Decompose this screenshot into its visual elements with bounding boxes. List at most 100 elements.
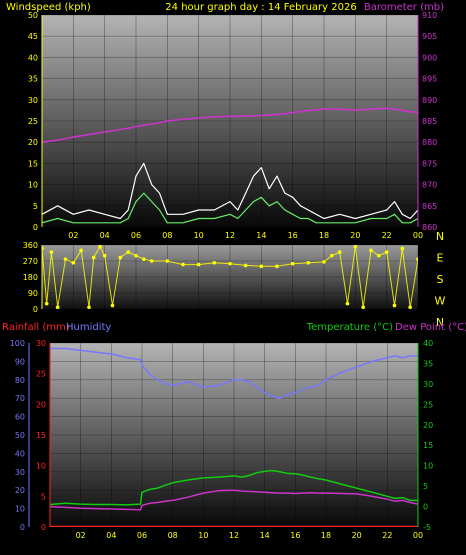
wind-panel-background — [42, 15, 418, 227]
time-tick-label: 04 — [106, 531, 116, 540]
time-tick-label: 14 — [256, 231, 266, 240]
barometer-tick-label: 900 — [422, 53, 437, 62]
time-tick-label: 18 — [319, 231, 329, 240]
wind-panel-time-labels: 02 04 06 08 10 12 14 16 18 20 22 00 — [68, 231, 423, 240]
humidity-tick-label: 20 — [15, 486, 25, 495]
humidity-tick-label: 100 — [10, 339, 25, 348]
windspeed-tick-labels: 0 5 10 15 20 25 30 35 40 45 50 — [28, 11, 38, 232]
time-tick-label: 06 — [131, 231, 141, 240]
temperature-tick-label: 10 — [423, 462, 433, 471]
rainfall-tick-label: 0 — [41, 523, 46, 532]
time-tick-label: 02 — [76, 531, 86, 540]
windspeed-tick-label: 5 — [33, 202, 38, 211]
wind-panel-series — [42, 107, 418, 224]
rainfall-tick-label: 15 — [36, 431, 46, 440]
windspeed-tick-label: 45 — [28, 32, 38, 41]
time-tick-label: 04 — [100, 231, 110, 240]
barometer-tick-label: 905 — [422, 32, 437, 41]
compass-label: S — [437, 273, 444, 286]
direction-series-line — [42, 245, 418, 308]
temperature-tick-labels: -5 0 5 10 15 20 25 30 35 40 — [423, 339, 433, 532]
windspeed-tick-label: 25 — [28, 117, 38, 126]
graph-title: 24 hour graph day : 14 February 2026 — [165, 2, 356, 13]
direction-tick-label: 180 — [23, 273, 38, 282]
temperature-panel-series — [50, 347, 418, 527]
windspeed-tick-label: 50 — [28, 11, 38, 20]
temperature-tick-label: 30 — [423, 380, 433, 389]
barometer-tick-label: 870 — [422, 181, 437, 190]
time-tick-label: 02 — [68, 231, 78, 240]
temperature-axis-title: Temperature (°C) — [306, 322, 393, 333]
direction-tick-labels: 0 90 180 270 360 — [23, 241, 38, 314]
wind-panel-grid — [42, 14, 419, 228]
rainfall-tick-labels: 0 5 10 15 20 25 30 — [36, 339, 46, 532]
humidity-tick-labels: 0 10 20 30 40 50 60 70 80 90 100 — [10, 339, 25, 532]
windspeed-tick-label: 10 — [28, 181, 38, 190]
humidity-tick-label: 90 — [15, 357, 25, 366]
time-tick-label: 00 — [413, 531, 423, 540]
barometer-tick-labels: 860 865 870 875 880 885 890 895 900 905 910 — [422, 11, 437, 232]
barometer-tick-label: 865 — [422, 202, 437, 211]
temperature-tick-label: 0 — [423, 503, 428, 512]
temperature-tick-label: 35 — [423, 359, 433, 368]
humidity-axis-title: Humidity — [66, 322, 111, 333]
temperature-tick-label: 25 — [423, 400, 433, 409]
barometer-tick-label: 860 — [422, 223, 437, 232]
temperature-panel-background — [50, 343, 418, 527]
time-tick-label: 12 — [225, 231, 235, 240]
time-tick-label: 12 — [229, 531, 239, 540]
time-tick-label: 18 — [321, 531, 331, 540]
humidity-tick-label: 60 — [15, 413, 25, 422]
rainfall-axis-title: Rainfall (mm) — [2, 322, 70, 333]
direction-tick-label: 270 — [23, 257, 38, 266]
time-tick-label: 20 — [352, 531, 362, 540]
humidity-tick-label: 50 — [15, 431, 25, 440]
barometer-series-line — [42, 107, 418, 143]
dewpoint-axis-title: Dew Point (°C) — [395, 322, 466, 333]
barometer-tick-label: 895 — [422, 75, 437, 84]
time-tick-label: 10 — [198, 531, 208, 540]
windspeed-tick-label: 20 — [28, 138, 38, 147]
humidity-tick-label: 80 — [15, 376, 25, 385]
barometer-tick-label: 880 — [422, 138, 437, 147]
direction-tick-label: 0 — [33, 305, 38, 314]
wind-average-series-line — [42, 192, 418, 224]
time-tick-label: 08 — [162, 231, 172, 240]
barometer-tick-label: 890 — [422, 96, 437, 105]
time-tick-label: 14 — [260, 531, 270, 540]
barometer-axis-title: Barometer (mb) — [364, 2, 444, 13]
windspeed-tick-label: 0 — [33, 223, 38, 232]
humidity-series-line — [50, 347, 418, 399]
dewpoint-series-line — [50, 489, 418, 511]
direction-tick-label: 360 — [23, 241, 38, 250]
rainfall-tick-label: 5 — [41, 492, 46, 501]
barometer-tick-label: 910 — [422, 11, 437, 20]
windspeed-tick-label: 35 — [28, 75, 38, 84]
windspeed-axis-title: Windspeed (kph) — [6, 2, 91, 13]
humidity-tick-label: 0 — [20, 523, 25, 532]
temperature-series-line — [50, 469, 418, 506]
compass-label: N — [436, 230, 444, 243]
windspeed-tick-label: 40 — [28, 53, 38, 62]
direction-tick-label: 90 — [28, 289, 38, 298]
temperature-tick-label: 5 — [423, 482, 428, 491]
barometer-tick-label: 875 — [422, 159, 437, 168]
time-tick-label: 06 — [137, 531, 147, 540]
temperature-tick-label: 40 — [423, 339, 433, 348]
windspeed-series-line — [42, 162, 418, 220]
humidity-tick-label: 10 — [15, 505, 25, 514]
temperature-tick-label: 15 — [423, 441, 433, 450]
rainfall-tick-label: 30 — [36, 339, 46, 348]
rainfall-tick-label: 10 — [36, 462, 46, 471]
temperature-panel-time-labels: 02 04 06 08 10 12 14 16 18 20 22 00 — [76, 531, 424, 540]
time-tick-label: 08 — [168, 531, 178, 540]
temperature-panel-grid — [50, 342, 419, 528]
compass-label: W — [435, 295, 446, 308]
time-tick-label: 22 — [382, 531, 392, 540]
time-tick-label: 20 — [350, 231, 360, 240]
humidity-tick-label: 40 — [15, 449, 25, 458]
time-tick-label: 16 — [290, 531, 300, 540]
